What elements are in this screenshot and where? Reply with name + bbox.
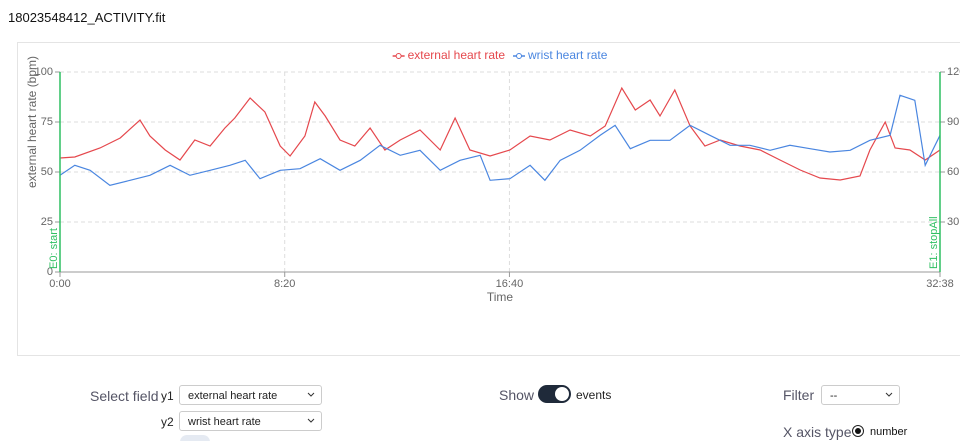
window-title: 18023548412_ACTIVITY.fit xyxy=(8,10,166,25)
y2-tick-label: 60 xyxy=(947,166,959,178)
legend: external heart rate wrist heart rate xyxy=(392,48,608,62)
select-field-label: Select field xyxy=(90,388,159,404)
x-axis-type-option: number xyxy=(870,426,908,438)
y-tick-label: 50 xyxy=(41,166,53,178)
chevron xyxy=(307,392,315,397)
filter-select[interactable]: -- xyxy=(821,385,900,405)
show-option: events xyxy=(576,388,612,402)
event-label: E1: stopAll xyxy=(928,216,940,269)
legend-label: external heart rate xyxy=(408,48,506,62)
toggle-knob xyxy=(555,387,569,401)
chevron xyxy=(307,418,315,423)
x-tick-label: 16:40 xyxy=(496,278,524,290)
legend-marker xyxy=(516,53,523,59)
series-line xyxy=(59,94,941,186)
y1-select[interactable]: external heart rate xyxy=(179,385,322,405)
legend-label: wrist heart rate xyxy=(527,48,608,62)
filter-value: -- xyxy=(830,390,838,402)
x-axis-type-label: X axis type xyxy=(783,424,852,440)
legend-item: external heart rate xyxy=(392,48,506,62)
y2-select[interactable]: wrist heart rate xyxy=(179,411,322,431)
y1-label: y1 xyxy=(161,389,174,403)
y-axis-label: external heart rate (bpm) xyxy=(25,56,39,188)
legend-marker xyxy=(395,53,402,59)
event-label: E0: start xyxy=(48,228,60,269)
x-tick-label: 32:38 xyxy=(926,278,954,290)
legend-item: wrist heart rate xyxy=(513,48,608,62)
y2-tick-label: 120 xyxy=(947,66,960,78)
filter-label: Filter xyxy=(783,387,815,403)
y2-tick-label: 30 xyxy=(947,216,959,228)
y-tick-label: 25 xyxy=(41,216,53,228)
radio-dot xyxy=(855,428,861,434)
chart: 0 25 50 75 100 30 60 90 120 0:00 8:20 16:40 32:38 Tim… xyxy=(25,48,960,304)
x-axis-label: Time xyxy=(487,290,514,304)
radio-number[interactable] xyxy=(852,425,864,437)
series-line xyxy=(59,86,941,181)
x-tick-label: 8:20 xyxy=(274,278,295,290)
chevron xyxy=(885,392,893,397)
show-label: Show xyxy=(499,387,535,403)
y-tick-label: 100 xyxy=(35,66,53,78)
x-tick-label: 0:00 xyxy=(49,278,70,290)
y2-tick-label: 90 xyxy=(947,116,959,128)
y2-label: y2 xyxy=(161,415,174,429)
chart-panel xyxy=(17,42,960,356)
y2-value: wrist heart rate xyxy=(188,416,261,428)
y-tick-label: 75 xyxy=(41,116,53,128)
y-tick-label: 0 xyxy=(47,266,53,278)
y1-value: external heart rate xyxy=(188,390,278,402)
toggle-partial[interactable] xyxy=(180,435,210,441)
events-toggle[interactable] xyxy=(538,385,571,403)
